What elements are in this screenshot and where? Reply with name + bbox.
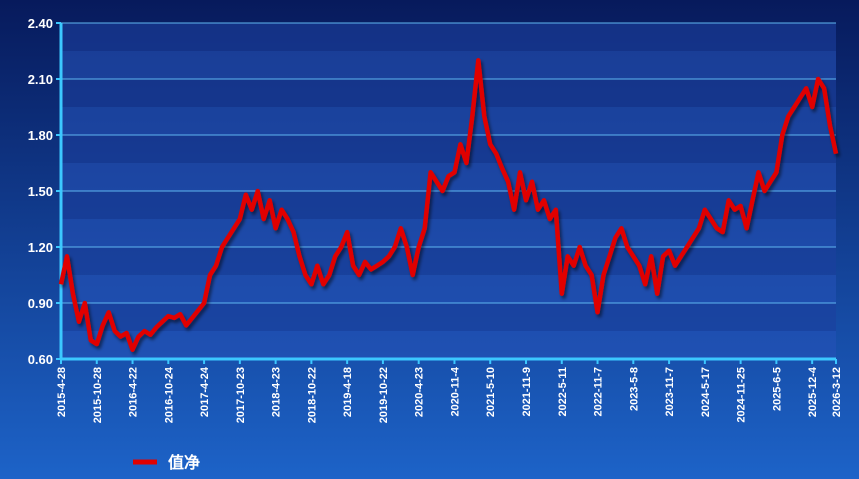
x-tick-label: 2020-11-4 <box>449 366 461 416</box>
band <box>61 135 836 163</box>
x-tick-label: 2016-4-22 <box>128 367 140 417</box>
band <box>61 331 836 359</box>
x-tick-label: 2021-11-9 <box>521 367 533 417</box>
x-tick-label: 2025-12-4 <box>807 366 819 417</box>
legend-label: 值净 <box>168 453 200 472</box>
y-tick-label: 0.90 <box>28 296 53 311</box>
band <box>61 191 836 219</box>
y-tick-label: 1.80 <box>28 128 53 143</box>
x-tick-label: 2015-10-28 <box>92 367 104 423</box>
band <box>61 275 836 303</box>
band <box>61 219 836 247</box>
y-tick-label: 1.20 <box>28 240 53 255</box>
x-tick-label: 2024-11-25 <box>736 367 748 423</box>
y-tick-label: 2.10 <box>28 72 53 87</box>
band <box>61 23 836 51</box>
x-tick-label: 2025-6-5 <box>771 367 783 411</box>
x-tick-label: 2024-5-17 <box>700 367 712 417</box>
x-tick-label: 2020-4-23 <box>414 367 426 417</box>
band <box>61 79 836 107</box>
x-tick-label: 2022-11-7 <box>593 367 605 417</box>
x-tick-label: 2017-4-24 <box>199 366 211 417</box>
x-tick-label: 2016-10-24 <box>163 366 175 423</box>
x-tick-label: 2015-4-28 <box>56 367 68 417</box>
y-tick-label: 1.50 <box>28 184 53 199</box>
x-tick-label: 2023-5-8 <box>628 367 640 411</box>
x-tick-label: 2019-4-18 <box>342 367 354 417</box>
band <box>61 51 836 79</box>
x-tick-label: 2023-11-7 <box>664 367 676 417</box>
data-line <box>58 58 839 352</box>
x-tick-label: 2026-3-12 <box>831 367 843 417</box>
band <box>61 107 836 135</box>
x-tick-label: 2018-10-22 <box>306 367 318 423</box>
x-tick-label: 2022-5-11 <box>557 367 569 417</box>
x-tick-label: 2019-10-22 <box>378 367 390 423</box>
x-tick-label: 2018-4-23 <box>271 367 283 417</box>
x-tick-label: 2021-5-10 <box>485 367 497 417</box>
y-tick-label: 2.40 <box>28 16 53 31</box>
x-tick-label: 2017-10-23 <box>235 367 247 423</box>
band <box>61 247 836 275</box>
y-tick-label: 0.60 <box>28 352 53 367</box>
